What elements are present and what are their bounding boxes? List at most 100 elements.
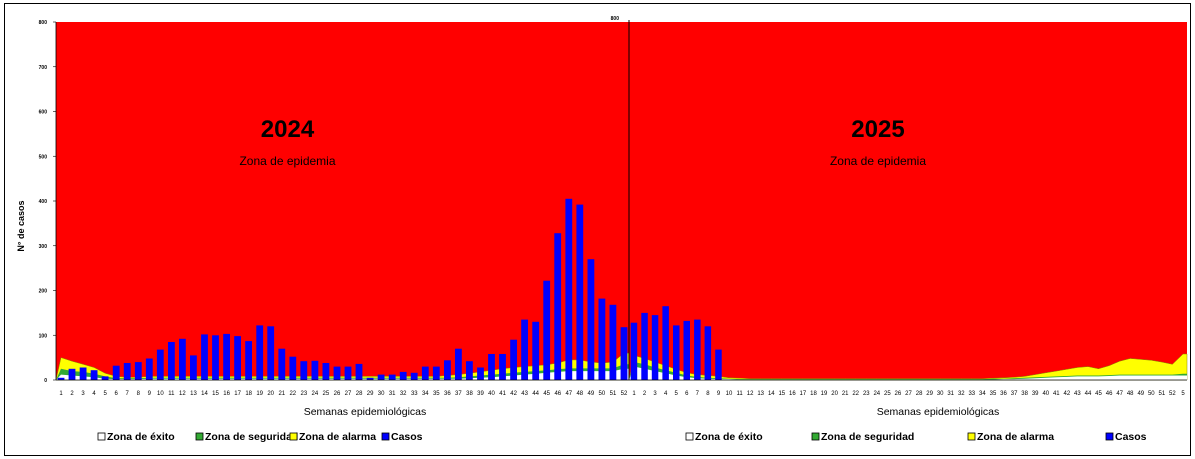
x-tick-label: 52 bbox=[1169, 391, 1176, 397]
legend-swatch-1-4 bbox=[381, 432, 390, 441]
x-axis-label: Semanas epidemiológicas bbox=[304, 406, 427, 418]
bar-casos-2024-45 bbox=[543, 280, 551, 380]
x-tick-label: 34 bbox=[979, 391, 986, 397]
bar-casos-2024-48 bbox=[576, 204, 584, 380]
x-tick-label: 17 bbox=[800, 391, 807, 397]
y-tick-label: 200 bbox=[39, 289, 48, 295]
x-tick-label: 12 bbox=[747, 391, 754, 397]
x-tick-label: 47 bbox=[1116, 391, 1123, 397]
legend-label: Zona de éxito bbox=[695, 431, 763, 443]
bar-casos-2025-3 bbox=[651, 315, 659, 380]
x-tick-label: 42 bbox=[1064, 391, 1071, 397]
x-tick-label: 9 bbox=[148, 391, 152, 397]
x-tick-label: 7 bbox=[126, 391, 130, 397]
y-tick-label-2025: 800 bbox=[611, 16, 620, 22]
legend-swatch-1-1 bbox=[97, 432, 106, 441]
bar-casos-2025-1 bbox=[630, 322, 638, 380]
bar-casos-2024-37 bbox=[455, 348, 462, 380]
bar-casos-2024-43 bbox=[521, 319, 528, 380]
legend-swatch-2-4 bbox=[1105, 432, 1114, 441]
bar-casos-2024-50 bbox=[598, 298, 606, 380]
x-tick-label: 50 bbox=[1148, 391, 1155, 397]
x-tick-label: 29 bbox=[926, 391, 933, 397]
x-tick-label: 1 bbox=[632, 391, 636, 397]
x-tick-label: 49 bbox=[1137, 391, 1144, 397]
x-tick-label: 22 bbox=[852, 391, 859, 397]
legend-label: Zona de alarma bbox=[977, 431, 1054, 443]
x-tick-label: 26 bbox=[895, 391, 902, 397]
bar-casos-2024-24 bbox=[311, 360, 319, 380]
year-title-2024: 2024 bbox=[261, 116, 315, 143]
x-tick-label: 5 bbox=[1181, 391, 1185, 397]
x-tick-label: 5 bbox=[675, 391, 679, 397]
x-tick-label: 45 bbox=[1095, 391, 1102, 397]
y-tick-label: 500 bbox=[39, 154, 48, 160]
x-tick-label: 31 bbox=[389, 391, 396, 397]
x-tick-label: 16 bbox=[789, 391, 796, 397]
bar-casos-2024-4 bbox=[90, 370, 98, 380]
x-tick-label: 34 bbox=[422, 391, 429, 397]
x-tick-label: 37 bbox=[1011, 391, 1018, 397]
x-tick-label: 41 bbox=[1053, 391, 1060, 397]
bar-casos-2024-17 bbox=[234, 336, 241, 380]
x-tick-label: 35 bbox=[433, 391, 440, 397]
legend-label: Zona de seguridad bbox=[205, 431, 298, 443]
x-tick-label: 51 bbox=[1159, 391, 1166, 397]
bar-casos-2024-23 bbox=[300, 361, 308, 380]
x-tick-label: 10 bbox=[726, 391, 733, 397]
bar-casos-2024-35 bbox=[432, 366, 440, 380]
bar-casos-2024-14 bbox=[201, 334, 208, 380]
x-tick-label: 42 bbox=[510, 391, 517, 397]
bar-casos-2024-30 bbox=[377, 374, 385, 380]
x-tick-label: 41 bbox=[499, 391, 506, 397]
legend-swatch-1-3 bbox=[289, 432, 298, 441]
x-tick-label: 32 bbox=[958, 391, 965, 397]
x-tick-label: 26 bbox=[334, 391, 341, 397]
bar-casos-2024-15 bbox=[212, 335, 219, 381]
x-tick-label: 21 bbox=[842, 391, 849, 397]
x-tick-label: 24 bbox=[873, 391, 880, 397]
x-tick-label: 33 bbox=[411, 391, 418, 397]
bar-casos-2024-12 bbox=[179, 338, 186, 380]
x-tick-label: 10 bbox=[157, 391, 164, 397]
x-tick-label: 7 bbox=[696, 391, 700, 397]
x-tick-label: 4 bbox=[664, 391, 668, 397]
x-tick-label: 28 bbox=[356, 391, 363, 397]
bar-casos-2024-42 bbox=[510, 339, 517, 380]
bar-casos-2024-7 bbox=[123, 363, 131, 380]
x-tick-label: 6 bbox=[685, 391, 689, 397]
x-tick-label: 23 bbox=[863, 391, 870, 397]
x-tick-label: 3 bbox=[81, 391, 85, 397]
bar-casos-2024-8 bbox=[134, 362, 142, 380]
bar-casos-2025-6 bbox=[683, 320, 690, 380]
x-tick-label: 45 bbox=[543, 391, 550, 397]
x-axis-label: Semanas epidemiológicas bbox=[877, 406, 1000, 418]
y-tick-label: 100 bbox=[39, 333, 48, 339]
x-tick-label: 23 bbox=[301, 391, 308, 397]
x-tick-label: 30 bbox=[378, 391, 385, 397]
x-tick-label: 44 bbox=[1085, 391, 1092, 397]
x-tick-label: 17 bbox=[234, 391, 241, 397]
bar-casos-2024-44 bbox=[532, 321, 540, 380]
x-tick-label: 39 bbox=[477, 391, 484, 397]
zone-annotation-2024: Zona de epidemia bbox=[239, 154, 335, 168]
legend-label: Zona de alarma bbox=[299, 431, 376, 443]
x-tick-label: 35 bbox=[990, 391, 997, 397]
bar-casos-2024-25 bbox=[322, 363, 330, 380]
bar-casos-2024-11 bbox=[168, 342, 175, 380]
x-tick-label: 49 bbox=[588, 391, 595, 397]
bar-casos-2024-52 bbox=[620, 327, 628, 380]
bar-casos-2024-40 bbox=[488, 354, 495, 380]
x-tick-label: 52 bbox=[621, 391, 628, 397]
legend-label: Casos bbox=[391, 431, 423, 443]
x-tick-label: 27 bbox=[905, 391, 912, 397]
x-tick-label: 12 bbox=[179, 391, 186, 397]
bar-casos-2024-26 bbox=[333, 366, 341, 380]
bar-casos-2024-16 bbox=[223, 333, 230, 380]
bar-casos-2025-5 bbox=[673, 325, 680, 380]
legend-label: Casos bbox=[1115, 431, 1147, 443]
bar-casos-2025-2 bbox=[641, 312, 648, 380]
bar-casos-2024-21 bbox=[278, 348, 286, 380]
bar-casos-2025-8 bbox=[704, 326, 712, 380]
